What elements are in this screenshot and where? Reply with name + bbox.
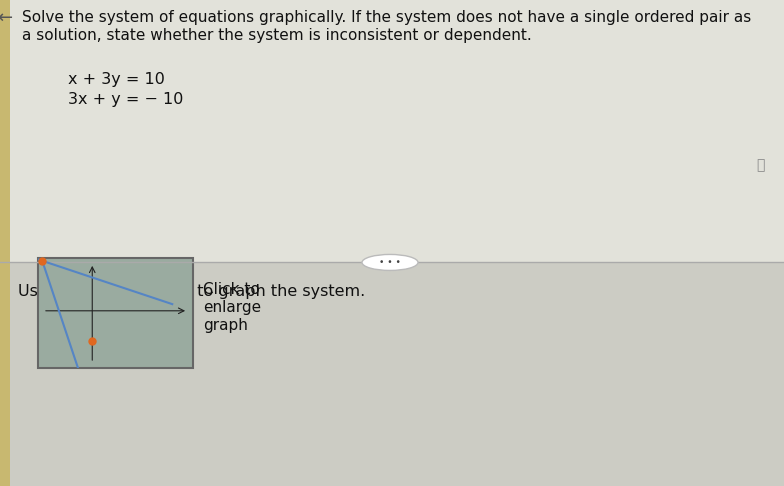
- Text: ←: ←: [0, 9, 13, 27]
- Ellipse shape: [362, 255, 418, 270]
- Text: Click to: Click to: [203, 282, 260, 297]
- FancyBboxPatch shape: [38, 258, 193, 368]
- Text: enlarge: enlarge: [203, 300, 261, 315]
- Text: Use the graphing tool to graph the system.: Use the graphing tool to graph the syste…: [18, 284, 365, 299]
- Text: • • •: • • •: [379, 258, 401, 267]
- Text: graph: graph: [203, 318, 248, 333]
- Text: x + 3y = 10: x + 3y = 10: [68, 72, 165, 87]
- Text: a solution, state whether the system is inconsistent or dependent.: a solution, state whether the system is …: [22, 29, 532, 44]
- Text: Solve the system of equations graphically. If the system does not have a single : Solve the system of equations graphicall…: [22, 11, 751, 25]
- Text: ⤵: ⤵: [756, 158, 764, 172]
- FancyBboxPatch shape: [0, 0, 784, 262]
- Text: 3x + y = − 10: 3x + y = − 10: [68, 92, 183, 107]
- FancyBboxPatch shape: [0, 0, 10, 486]
- FancyBboxPatch shape: [0, 262, 784, 486]
